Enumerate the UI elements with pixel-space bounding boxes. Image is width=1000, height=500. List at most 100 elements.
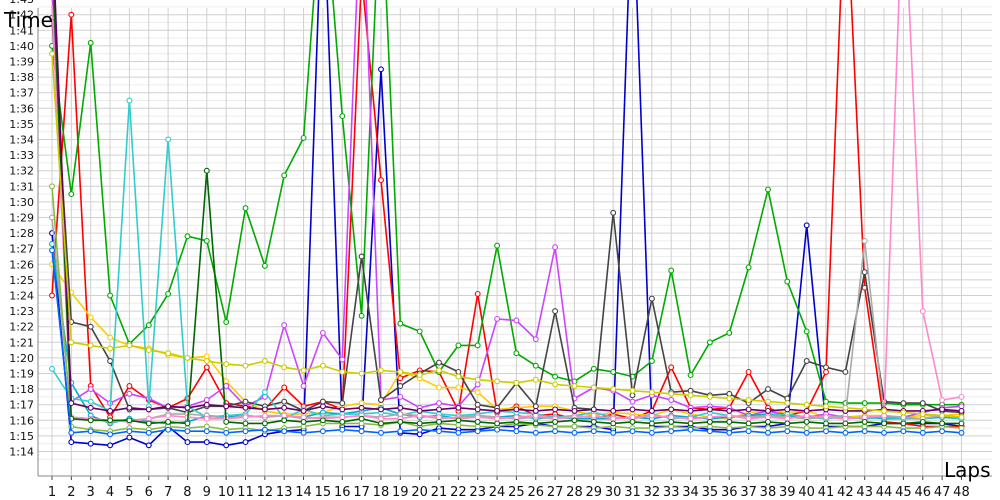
data-point xyxy=(474,414,481,421)
data-point xyxy=(958,393,965,400)
data-point xyxy=(281,364,288,371)
data-point xyxy=(68,11,75,18)
data-point xyxy=(223,418,230,425)
data-point xyxy=(571,407,578,414)
data-point xyxy=(939,428,946,435)
data-point xyxy=(223,442,230,449)
data-point xyxy=(319,428,326,435)
data-point xyxy=(184,354,191,361)
data-point xyxy=(513,418,520,425)
data-point xyxy=(223,361,230,368)
data-point xyxy=(571,383,578,389)
x-tick-label: 36 xyxy=(721,485,738,500)
data-point xyxy=(455,417,462,424)
data-point xyxy=(706,414,713,421)
data-point xyxy=(319,362,326,369)
data-point xyxy=(455,429,462,436)
data-point xyxy=(397,404,404,411)
data-point xyxy=(765,429,771,436)
data-point xyxy=(494,315,501,322)
data-point xyxy=(68,439,75,446)
data-point xyxy=(823,398,829,405)
data-point xyxy=(687,420,694,427)
data-point xyxy=(223,378,230,385)
data-point xyxy=(803,418,810,425)
data-point xyxy=(823,428,829,435)
data-point xyxy=(784,415,791,422)
data-point xyxy=(474,381,481,388)
data-point xyxy=(107,407,114,414)
data-point xyxy=(223,319,230,325)
data-point xyxy=(107,417,114,424)
data-point xyxy=(513,379,520,386)
data-point xyxy=(397,383,404,389)
data-point xyxy=(532,412,539,419)
data-point xyxy=(455,373,462,380)
x-tick-label: 10 xyxy=(218,485,235,500)
y-tick-label: 1:23 xyxy=(9,305,34,318)
data-point xyxy=(803,429,810,436)
x-tick-label: 28 xyxy=(566,485,583,500)
data-point xyxy=(145,322,152,329)
data-point xyxy=(107,431,114,438)
y-tick-label: 1:17 xyxy=(9,399,34,412)
y-tick-label: 1:15 xyxy=(9,430,34,443)
data-point xyxy=(571,429,578,436)
x-tick-label: 11 xyxy=(237,485,254,500)
y-tick-label: 1:43 xyxy=(9,0,34,6)
data-point xyxy=(494,378,501,385)
data-point xyxy=(126,390,133,397)
data-point xyxy=(552,418,559,425)
y-tick-label: 1:20 xyxy=(9,352,34,365)
data-point xyxy=(881,420,888,427)
data-point xyxy=(184,233,191,240)
data-point xyxy=(339,113,346,120)
data-point xyxy=(126,383,133,389)
data-point xyxy=(706,428,713,435)
data-point xyxy=(358,253,365,260)
data-point xyxy=(87,39,94,46)
data-point xyxy=(668,428,675,435)
data-point xyxy=(416,328,423,335)
data-point xyxy=(706,339,713,346)
data-point xyxy=(726,425,733,432)
x-tick-label: 7 xyxy=(164,485,172,500)
data-point xyxy=(919,418,926,425)
data-point xyxy=(861,414,868,421)
x-tick-label: 46 xyxy=(914,485,931,500)
data-point xyxy=(552,244,559,251)
data-point xyxy=(223,429,230,436)
data-point xyxy=(513,414,520,421)
x-tick-label: 37 xyxy=(740,485,757,500)
data-point xyxy=(397,393,404,400)
data-point xyxy=(842,404,849,411)
data-point xyxy=(784,400,791,407)
data-point xyxy=(319,403,326,410)
data-point xyxy=(726,390,733,397)
data-point xyxy=(455,404,462,411)
data-point xyxy=(532,407,539,414)
data-point xyxy=(590,384,597,391)
data-point xyxy=(745,406,752,413)
data-point xyxy=(378,66,384,73)
data-point xyxy=(145,347,152,354)
data-point xyxy=(919,425,926,432)
data-point xyxy=(726,418,733,425)
data-point xyxy=(823,414,829,421)
data-point xyxy=(339,368,346,375)
y-tick-label: 1:26 xyxy=(9,258,34,271)
data-point xyxy=(648,425,655,432)
data-point xyxy=(126,434,133,441)
x-tick-label: 8 xyxy=(183,485,191,500)
x-tick-label: 17 xyxy=(353,485,370,500)
y-tick-label: 1:25 xyxy=(9,274,34,287)
y-tick-label: 1:28 xyxy=(9,227,34,240)
data-point xyxy=(803,425,810,432)
data-point xyxy=(648,420,655,427)
data-point xyxy=(242,362,249,369)
data-point xyxy=(474,406,481,413)
data-point xyxy=(513,350,520,357)
data-point xyxy=(474,389,481,396)
data-point xyxy=(803,407,810,414)
data-point xyxy=(823,364,829,371)
